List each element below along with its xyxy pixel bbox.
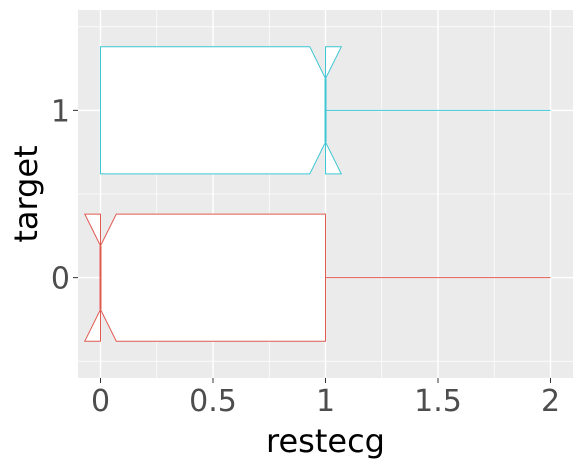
y-tick-label: 1 [51,94,70,129]
x-tick-label: 0.5 [189,384,237,419]
x-axis-title: restecg [266,422,385,460]
y-tick-label: 0 [51,262,70,297]
notched-box [85,214,326,341]
y-axis-ticks: 01 [51,94,78,296]
x-tick-label: 1 [316,384,335,419]
x-tick-label: 0 [91,384,110,419]
y-axis-title: target [7,145,45,242]
notched-box [101,47,342,174]
x-tick-label: 2 [541,384,560,419]
x-axis-ticks: 0 0.5 1 1.5 2 [91,378,560,419]
x-tick-label: 1.5 [414,384,462,419]
